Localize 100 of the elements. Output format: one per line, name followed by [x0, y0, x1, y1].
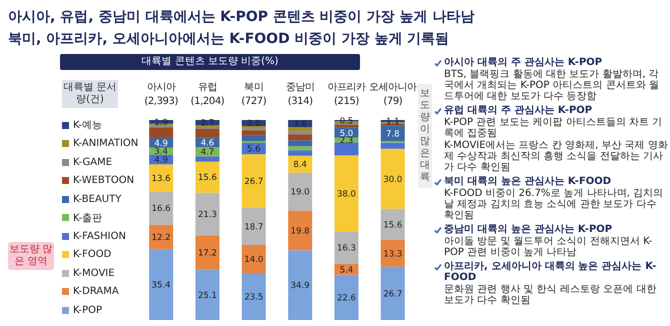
chart-title: 아시아, 유럽, 중남미 대륙에서는 K-POP 콘텐츠 비중이 가장 높게 나타남: [8, 8, 474, 26]
data-label: 19.8: [290, 226, 310, 236]
data-label: 15.6: [383, 220, 402, 230]
data-label: 13.3: [383, 249, 402, 260]
data-label: 16.3: [336, 244, 356, 254]
data-label: 19.0: [290, 188, 310, 198]
bar: [334, 155, 358, 232]
legend-label: K-예능: [73, 119, 102, 132]
data-label: 8.4: [293, 160, 307, 170]
data-label: 3.6: [293, 120, 307, 130]
bar: [288, 172, 312, 211]
bar: [288, 131, 312, 134]
legend-label: K-MOVIE: [73, 268, 115, 279]
bar: [334, 274, 358, 320]
bar: [195, 162, 220, 193]
bar: [288, 150, 312, 156]
data-label: 15.6: [198, 173, 217, 184]
bar: [242, 135, 266, 141]
legend-label: K-GAME: [73, 156, 112, 168]
legend-label: K-ANIMATION: [73, 138, 138, 150]
bar: [288, 127, 312, 132]
text: 아프리카, 오세아니아 대륙의 높은 관심사는 K-FOOD: [444, 261, 658, 283]
bar: [380, 208, 405, 240]
bar: [380, 148, 405, 209]
x-tick-label: 아프리카 (215): [327, 82, 366, 107]
x-tick-label: 오세아니아 (79): [368, 82, 418, 107]
legend-label: K-DRAMA: [73, 286, 119, 298]
x-tick-label: 아시아 (2,393): [144, 82, 178, 107]
text: 아이돌 방문 및 월드투어 소식이 전해지면서 K-POP 관련 비중이 높게 나타남: [444, 236, 654, 258]
data-label: 26.7: [383, 289, 402, 300]
legend-title: 대륙별 콘텐츠 보도량 비중(%): [60, 54, 360, 70]
x-tick-label: 유럽 (1,204): [190, 82, 225, 107]
legend-label: K-WEBTOON: [73, 175, 134, 186]
bar: [380, 142, 405, 149]
text: K-FOOD 비중이 26.7%로 높게 나타나며, 김치의 날 제정과 김치의 효능 소식에 관한 보도가 다수 확인됨: [444, 188, 664, 221]
text: K-MOVIE에서는 프랑스 칸 영화제, 부산 국제 영화제 수상작과 최신작의 흥행 소식을 전달하는 기사가 다수 확인됨: [444, 140, 668, 173]
text: 북미 대륙의 높은 관심사는 K-FOOD: [444, 176, 612, 187]
bar: [195, 192, 220, 236]
data-label: 4.9: [154, 138, 168, 149]
bar: [149, 224, 174, 250]
bar: [149, 192, 174, 225]
bar: [242, 245, 266, 273]
bar: [242, 130, 266, 136]
data-label: 12.2: [152, 233, 171, 243]
data-label: 26.7: [244, 176, 264, 187]
x-tick-label: 북미 (727): [241, 82, 267, 107]
bar: [195, 235, 220, 270]
text: 보도량이 많은 대륙: [418, 84, 432, 188]
text: 보도량 많은 영역: [8, 242, 54, 270]
data-label: 7.8: [386, 129, 400, 140]
bar: [195, 270, 220, 320]
bar: [195, 156, 220, 162]
data-label: 4.7: [200, 148, 214, 158]
bar: [334, 125, 358, 128]
data-label: 2.7: [200, 118, 214, 129]
text: 중남미 대륙의 높은 관심사는 K-POP: [444, 224, 612, 235]
text: 대륙별 문서량(건): [62, 80, 118, 108]
bar: [195, 128, 220, 138]
legend-label: K-BEAUTY: [73, 194, 122, 205]
data-label: 5.4: [340, 265, 354, 276]
data-label: 23.5: [244, 292, 264, 302]
bar: [149, 164, 174, 192]
data-label: 3.4: [154, 147, 168, 158]
bar: [288, 134, 312, 140]
data-label: 34.9: [290, 281, 310, 292]
text: 문화원 관련 행사 및 한식 레스토랑 오픈에 대한 보도가 다수 확인됨: [444, 284, 658, 306]
legend-label: K-출판: [73, 212, 102, 225]
bar: [242, 154, 266, 208]
bar: [149, 249, 174, 320]
legend-label: K-POP: [73, 304, 102, 316]
bar: [242, 208, 266, 245]
data-label: 16.6: [152, 204, 171, 214]
bar: [242, 273, 266, 320]
data-label: 35.4: [152, 280, 171, 291]
data-label: 13.6: [152, 174, 171, 184]
data-label: 4.6: [200, 138, 214, 148]
data-label: 30.0: [383, 174, 402, 185]
bar: [149, 127, 174, 138]
data-label: 17.2: [198, 248, 217, 259]
data-label: 0.5: [340, 116, 354, 126]
text: 유럽 대륙의 주 관심사는 K-POP: [444, 105, 592, 116]
text: BTS, 블랙핑크 활동에 대한 보도가 활발하며, 각국에서 개최되는 K-POP 아티스트의 콘서트와 월드투어에 대한 보도가 다수 등장함: [444, 69, 660, 102]
bar: [288, 250, 312, 320]
data-label: 21.3: [198, 210, 217, 220]
text: K-POP 관련 보도는 케이팝 아티스트들의 차트 기록에 집중됨: [444, 117, 664, 139]
chart-subtitle: 북미, 아프리카, 오세아니아에서는 K-FOOD 비중이 가장 높게 기록됨: [8, 30, 450, 48]
x-tick-label: 중남미 (314): [286, 82, 315, 107]
legend-label: K-FASHION: [73, 230, 126, 242]
bar: [334, 142, 358, 156]
bar: [380, 266, 405, 320]
bar: [288, 146, 312, 150]
data-label: 25.1: [198, 290, 217, 301]
data-label: 22.6: [336, 293, 356, 304]
text: 아시아 대륙의 주 관심사는 K-POP: [444, 57, 602, 68]
bar: [288, 140, 312, 146]
data-label: 14.0: [244, 255, 264, 265]
bar: [288, 210, 312, 250]
legend-label: K-FOOD: [73, 249, 112, 260]
data-label: 5.6: [247, 144, 261, 155]
data-label: 38.0: [336, 189, 356, 200]
